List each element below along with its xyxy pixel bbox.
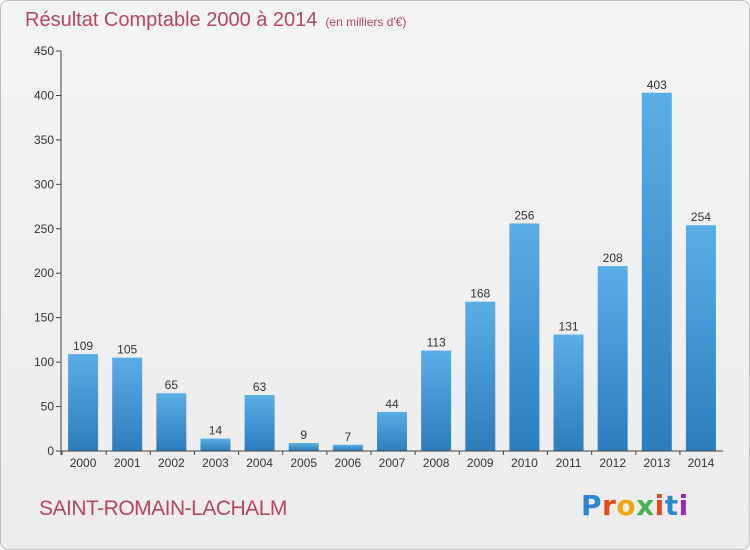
y-tick-label: 350 xyxy=(34,133,54,147)
value-label-2001: 105 xyxy=(117,343,137,357)
bar-2001 xyxy=(112,357,143,451)
value-label-2003: 14 xyxy=(209,424,223,438)
logo-letter: t xyxy=(664,489,679,522)
proxiti-logo: Proxiti xyxy=(581,489,689,522)
logo-letter: i xyxy=(678,489,689,522)
y-tick-label: 100 xyxy=(34,355,54,369)
bar-2013 xyxy=(641,92,672,452)
value-label-2010: 256 xyxy=(514,208,534,222)
value-label-2004: 63 xyxy=(253,380,267,394)
value-label-2002: 65 xyxy=(165,378,179,392)
bar-2002 xyxy=(156,393,187,451)
y-tick-label: 450 xyxy=(34,44,54,58)
value-label-2009: 168 xyxy=(470,287,490,301)
bar-2008 xyxy=(421,350,452,451)
bar-2009 xyxy=(465,301,496,451)
x-tick-label-2009: 2009 xyxy=(467,456,494,470)
bar-2014 xyxy=(685,225,716,451)
chart-title-main: Résultat Comptable 2000 à 2014 xyxy=(25,9,318,31)
x-tick-label-2008: 2008 xyxy=(423,456,450,470)
bars-group: 109 105 65 14 63 9 7 44 113 168 256 131 208 403 254 xyxy=(68,78,716,452)
x-tick-label-2005: 2005 xyxy=(290,456,317,470)
x-tick-label-2014: 2014 xyxy=(688,456,715,470)
bar-2011 xyxy=(553,334,584,451)
bar-2007 xyxy=(377,411,407,451)
x-tick-label-2011: 2011 xyxy=(556,456,582,470)
location-name: SAINT-ROMAIN-LACHALM xyxy=(39,497,287,520)
value-label-2000: 109 xyxy=(73,339,93,353)
value-label-2012: 208 xyxy=(603,251,623,265)
logo-letter: o xyxy=(616,489,637,522)
value-label-2007: 44 xyxy=(385,397,399,411)
logo-letter: P xyxy=(581,489,603,522)
x-tick-label-2012: 2012 xyxy=(599,456,626,470)
x-tick-label-2006: 2006 xyxy=(335,456,362,470)
value-label-2013: 403 xyxy=(647,78,667,92)
value-label-2014: 254 xyxy=(691,210,711,224)
logo-letter: x xyxy=(636,489,655,522)
x-tick-label-2010: 2010 xyxy=(511,456,538,470)
axes-group: 0 50 100 150 200 250 300 350 400 450 2000 2001 2002 2… xyxy=(34,44,723,470)
bar-2010 xyxy=(509,223,540,451)
y-tick-label: 300 xyxy=(34,177,54,191)
logo-letter: r xyxy=(602,489,617,522)
bar-2004 xyxy=(244,395,275,451)
y-tick-label: 150 xyxy=(34,311,54,325)
bar-2003 xyxy=(200,438,231,451)
value-label-2005: 9 xyxy=(300,428,307,442)
y-tick-label: 50 xyxy=(41,400,55,414)
y-tick-label: 250 xyxy=(34,222,54,236)
x-tick-label-2004: 2004 xyxy=(246,456,273,470)
x-tick-label-2007: 2007 xyxy=(379,456,406,470)
value-label-2011: 131 xyxy=(559,320,579,334)
x-tick-label-2013: 2013 xyxy=(643,456,670,470)
bar-2006 xyxy=(332,444,363,451)
y-tick-label: 200 xyxy=(34,266,54,280)
logo-letter: i xyxy=(654,489,665,522)
x-tick-label-2000: 2000 xyxy=(70,456,97,470)
y-tick-label: 0 xyxy=(47,444,54,458)
bar-2012 xyxy=(597,266,628,451)
y-tick-label: 400 xyxy=(34,88,54,102)
x-tick-label-2002: 2002 xyxy=(158,456,185,470)
value-label-2006: 7 xyxy=(345,430,352,444)
value-label-2008: 113 xyxy=(427,336,446,350)
bar-2000 xyxy=(68,354,99,451)
x-tick-label-2001: 2001 xyxy=(114,456,141,470)
chart-title-unit: (en milliers d'€) xyxy=(325,15,407,29)
bar-2005 xyxy=(288,443,319,451)
x-tick-label-2003: 2003 xyxy=(202,456,229,470)
chart-title: Résultat Comptable 2000 à 2014 (en millie… xyxy=(25,9,406,32)
